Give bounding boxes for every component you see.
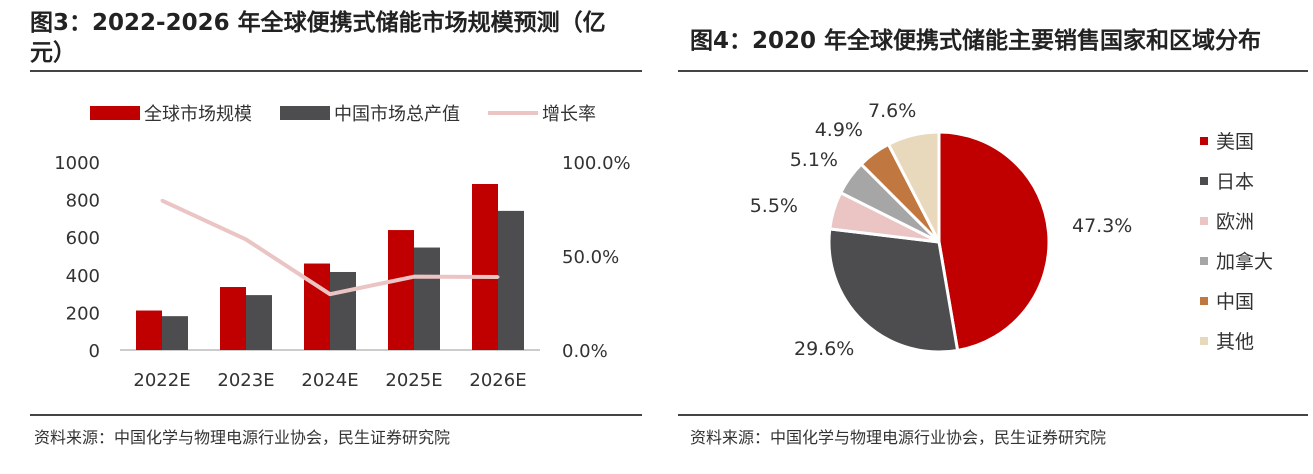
pie-legend-label-中国: 中国 — [1216, 291, 1254, 313]
bar-全球市场规模-2025E — [388, 230, 414, 350]
bar-中国市场总产值-2026E — [498, 210, 524, 350]
pie-slice-日本 — [827, 227, 960, 354]
legend-label-1: 中国市场总产值 — [334, 104, 460, 125]
pie-slice-其他 — [886, 130, 941, 243]
bar-全球市场规模-2023E — [220, 287, 246, 350]
pie-label-加拿大: 5.1% — [790, 149, 838, 171]
right-title-rule — [678, 70, 1308, 72]
right-source: 资料来源：中国化学与物理电源行业协会，民生证券研究院 — [690, 428, 1107, 447]
line-point-2025E — [412, 275, 416, 279]
line-point-2022E — [160, 199, 164, 203]
y-right-tick-label: 50.0% — [562, 247, 619, 268]
bar-全球市场规模-2024E — [304, 263, 330, 350]
y-left-tick-label: 400 — [66, 266, 100, 287]
pie-legend-swatch-日本 — [1200, 177, 1208, 185]
pie-legend-label-加拿大: 加拿大 — [1216, 250, 1273, 273]
pie-legend-label-欧洲: 欧洲 — [1216, 211, 1254, 233]
x-tick-label: 2022E — [133, 370, 190, 391]
left-chart-title: 图3：2022-2026 年全球便携式储能市场规模预测（亿元） — [30, 10, 606, 66]
legend-label-2: 增长率 — [542, 104, 596, 125]
y-left-tick-label: 0 — [89, 341, 100, 362]
x-tick-label: 2025E — [385, 370, 442, 391]
pie-label-日本: 29.6% — [794, 338, 854, 360]
pie-legend-label-日本: 日本 — [1216, 171, 1254, 193]
right-footer-rule — [678, 414, 1308, 416]
pie-legend-label-美国: 美国 — [1216, 131, 1254, 153]
y-left-tick-label: 1000 — [54, 153, 100, 174]
pie-legend-swatch-加拿大 — [1200, 257, 1208, 265]
pie-legend-swatch-中国 — [1200, 297, 1208, 305]
left-bar-line-chart: 全球市场规模 中国市场总产值 增长率 0 200 400 600 800 1000 0.0% 50.… — [54, 104, 631, 391]
y-left-tick-label: 200 — [66, 303, 100, 324]
legend-swatch-1 — [280, 106, 330, 120]
y-right-tick-label: 100.0% — [562, 153, 631, 174]
bar-中国市场总产值-2024E — [330, 271, 356, 350]
bar-全球市场规模-2026E — [472, 183, 498, 350]
bar-中国市场总产值-2022E — [162, 316, 188, 350]
bar-中国市场总产值-2025E — [414, 247, 440, 350]
y-left-tick-label: 600 — [66, 228, 100, 249]
pie-label-欧洲: 5.5% — [750, 195, 798, 217]
legend-label-0: 全球市场规模 — [144, 104, 252, 125]
pie-slice-美国 — [937, 130, 1051, 353]
line-point-2024E — [328, 292, 332, 296]
pie-legend-label-其他: 其他 — [1216, 331, 1254, 353]
x-tick-label: 2023E — [217, 370, 274, 391]
x-tick-label: 2024E — [301, 370, 358, 391]
pie-label-中国: 4.9% — [815, 119, 863, 141]
pie-legend-swatch-欧洲 — [1200, 217, 1208, 225]
bar-全球市场规模-2022E — [136, 310, 162, 350]
left-source: 资料来源：中国化学与物理电源行业协会，民生证券研究院 — [34, 428, 451, 447]
legend-swatch-0 — [90, 106, 140, 120]
left-title-rule — [30, 70, 642, 72]
y-right-tick-label: 0.0% — [562, 341, 608, 362]
left-footer-rule — [30, 414, 642, 416]
left-panel: 图3：2022-2026 年全球便携式储能市场规模预测（亿元） 全球市场规模 中国… — [0, 0, 648, 474]
pie-legend-swatch-其他 — [1200, 337, 1208, 345]
line-point-2023E — [244, 237, 248, 241]
right-panel: 图4：2020 年全球便携式储能主要销售国家和区域分布 47.3% 29.6% 5.… — [676, 0, 1313, 474]
right-chart-title: 图4：2020 年全球便携式储能主要销售国家和区域分布 — [690, 28, 1262, 54]
bar-中国市场总产值-2023E — [246, 295, 272, 350]
line-point-2026E — [496, 275, 500, 279]
x-tick-label: 2026E — [469, 370, 526, 391]
pie-label-美国: 47.3% — [1072, 215, 1132, 237]
y-left-tick-label: 800 — [66, 191, 100, 212]
pie-label-其他: 7.6% — [868, 100, 916, 122]
pie-legend-swatch-美国 — [1200, 137, 1208, 145]
